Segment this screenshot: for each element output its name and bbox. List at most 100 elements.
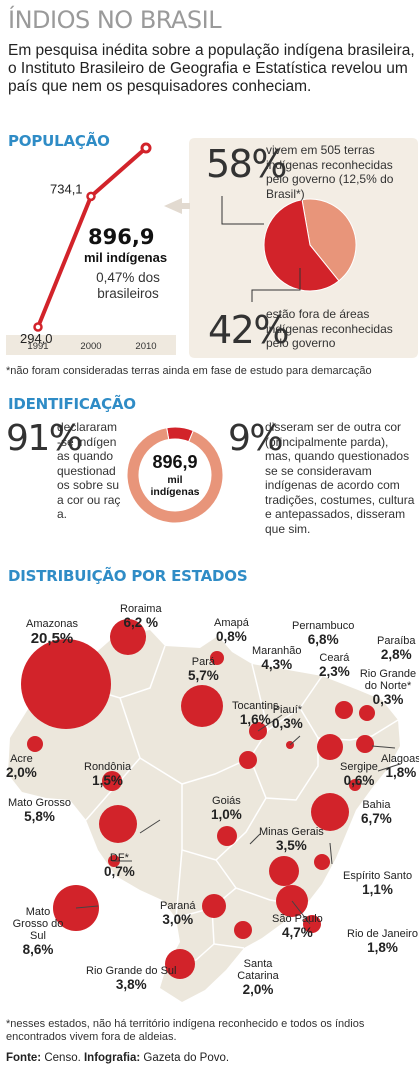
state-label-acre: Acre 2,0% — [6, 753, 37, 780]
state-label-amazonas: Amazonas 20,5% — [26, 618, 78, 647]
state-name: São Paulo — [272, 913, 323, 925]
state-label-mato-grosso-do-sul: Mato Grosso do Sul 8,6% — [8, 906, 68, 957]
line-chart-axis-band — [6, 335, 176, 355]
state-label-minas-gerais: Minas Gerais 3,5% — [259, 826, 324, 853]
state-label-par-: Pará 5,7% — [188, 656, 219, 683]
section-heading-populacao: POPULAÇÃO — [8, 132, 110, 150]
state-label-tocantins: Tocantins 1,6% — [232, 700, 278, 727]
bubble-rio-grande-do-norte- — [365, 711, 371, 717]
bubble-tocantins — [239, 751, 257, 769]
intro-text: Em pesquisa inédita sobre a população in… — [8, 42, 415, 95]
state-value: 2,0% — [6, 765, 37, 780]
state-name: Goiás — [212, 795, 241, 807]
state-value: 2,0% — [242, 982, 274, 997]
state-label-rio-grande-do-sul: Rio Grande do Sul 3,8% — [86, 965, 177, 992]
state-label-mato-grosso: Mato Grosso 5,8% — [8, 797, 71, 824]
bubble-roraima — [110, 619, 146, 655]
state-value: 3,5% — [276, 838, 307, 853]
bubble-par- — [181, 685, 223, 727]
state-value: 4,3% — [261, 657, 293, 672]
brazil-shape — [8, 630, 400, 1002]
state-name: Mato Grosso do Sul — [12, 906, 64, 942]
credit-label: Infografia: — [83, 1052, 141, 1064]
state-value: 0,3% — [272, 716, 303, 731]
state-value: 5,7% — [188, 668, 219, 683]
state-value: 6,8% — [307, 632, 339, 647]
state-name: Pará — [191, 656, 216, 668]
x-tick-2000: 2000 — [80, 341, 101, 352]
state-borders — [59, 645, 399, 969]
state-name: Roraima — [120, 603, 162, 615]
line-chart-plot: 1991 2000 2010 294,0 734,1 — [20, 142, 157, 352]
state-value: 6,7% — [361, 811, 392, 826]
bubble-cear- — [335, 701, 353, 719]
state-name: Amapá — [214, 617, 249, 629]
bubble-paran- — [202, 894, 226, 918]
text-right: disseram ser de outra cor (principalment… — [265, 420, 415, 536]
pct-right: 9% — [228, 418, 284, 459]
state-value: 1,5% — [92, 773, 123, 788]
state-label-rio-de-janeiro: Rio de Janeiro 1,8% — [347, 928, 418, 955]
state-label-df-: DF* 0,7% — [104, 852, 135, 879]
state-name: Paraíba — [377, 635, 416, 647]
credit-text: Gazeta do Povo. — [143, 1052, 230, 1064]
bubble-amazonas — [21, 639, 111, 729]
state-name: DF* — [109, 852, 129, 864]
state-name: Rio Grande do Norte* — [359, 668, 417, 692]
state-label-s-o-paulo: São Paulo 4,7% — [272, 913, 323, 940]
state-name: Santa Catarina — [237, 958, 279, 982]
state-label-esp-rito-santo: Espírito Santo 1,1% — [343, 870, 412, 897]
x-tick-2010: 2010 — [135, 341, 156, 352]
brazil-map — [8, 619, 401, 1002]
terras-pie — [263, 198, 357, 292]
bubble-santa-catarina — [234, 921, 252, 939]
data-label-1991: 294,0 — [20, 331, 53, 346]
state-value: 0,8% — [216, 629, 247, 644]
state-bubbles — [21, 619, 375, 979]
bubble-pernambuco — [317, 734, 343, 760]
state-name: Ceará — [319, 652, 350, 664]
pct-outside: 42% — [208, 308, 289, 352]
line-point-2000 — [86, 191, 96, 202]
state-value: 8,6% — [22, 942, 54, 957]
state-value: 2,8% — [380, 647, 412, 662]
bubble-sergipe — [349, 779, 361, 791]
ident-donut-slices — [126, 426, 224, 524]
state-value: 20,5% — [30, 630, 74, 647]
identificacao-donut — [126, 426, 224, 524]
state-value: 0,7% — [104, 864, 135, 879]
pie-slice-outside — [301, 198, 357, 282]
state-label-goi-s: Goiás 1,0% — [211, 795, 242, 822]
bubble-rio-de-janeiro — [303, 915, 321, 933]
state-value: 2,3% — [319, 664, 350, 679]
state-leader-lines — [75, 714, 401, 925]
pct-inside: 58% — [206, 142, 287, 186]
bubble-goi-s — [217, 826, 237, 846]
bubble-bahia — [311, 793, 349, 831]
state-name: Maranhão — [252, 645, 302, 657]
data-label-2000: 734,1 — [50, 181, 83, 196]
state-label-roraima: Roraima 6,2 % — [120, 603, 162, 630]
state-name: Sergipe — [340, 761, 378, 773]
source-text: Censo. — [44, 1052, 81, 1064]
section-heading-identificacao: IDENTIFICAÇÃO — [8, 395, 136, 413]
pointer-arrow — [164, 198, 190, 214]
state-value: 4,7% — [281, 925, 313, 940]
highlight-value: 896,9 — [88, 225, 155, 249]
source-label: Fonte: — [6, 1052, 42, 1064]
state-value: 3,8% — [115, 977, 147, 992]
state-name: Amazonas — [26, 618, 78, 630]
state-value: 5,8% — [24, 809, 55, 824]
bubble-esp-rito-santo — [314, 854, 330, 870]
state-name: Piauí* — [272, 704, 303, 716]
bubble-acre — [27, 736, 43, 752]
state-label-bahia: Bahia 6,7% — [361, 799, 392, 826]
state-label-rio-grande-do-norte-: Rio Grande do Norte* 0,3% — [358, 668, 418, 707]
state-name: Acre — [10, 753, 33, 765]
bubble-mato-grosso — [99, 805, 137, 843]
state-label-pernambuco: Pernambuco 6,8% — [292, 620, 354, 647]
state-value: 1,8% — [385, 765, 417, 780]
state-value: 1,1% — [362, 882, 393, 897]
state-name: Espírito Santo — [343, 870, 413, 882]
page-title: ÍNDIOS NO BRASIL — [8, 6, 222, 34]
